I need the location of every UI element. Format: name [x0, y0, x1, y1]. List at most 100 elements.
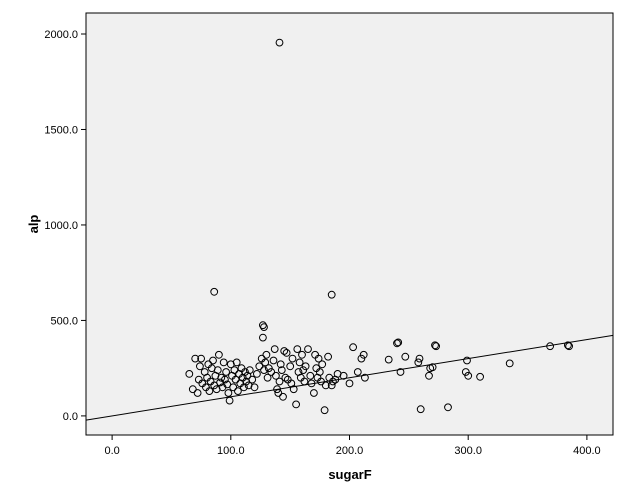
data-point: [261, 358, 270, 367]
data-point: [241, 368, 249, 376]
reference-line: [85, 334, 614, 421]
data-point: [272, 371, 280, 380]
plot-area: [85, 12, 614, 436]
data-point: [191, 354, 200, 363]
data-point: [245, 366, 254, 375]
y-tick-label: 0.0: [63, 411, 78, 423]
data-point: [425, 371, 433, 380]
y-tick-label: 500.0: [50, 315, 78, 327]
data-point: [264, 364, 273, 373]
data-point: [259, 333, 267, 342]
data-point: [505, 359, 514, 368]
data-point: [432, 342, 441, 351]
data-point: [327, 290, 336, 299]
data-point: [306, 371, 315, 380]
data-point: [225, 396, 234, 405]
data-point: [431, 341, 439, 350]
data-point: [221, 375, 229, 384]
data-point: [253, 370, 261, 378]
data-point: [276, 360, 285, 369]
data-point: [329, 377, 337, 386]
data-point: [546, 342, 554, 351]
data-point: [300, 377, 309, 386]
y-tick-label: 2000.0: [44, 29, 78, 41]
data-point: [396, 368, 405, 376]
data-point: [269, 356, 278, 365]
data-point: [299, 366, 308, 375]
data-point: [260, 366, 268, 375]
data-point: [213, 366, 222, 375]
data-point: [321, 381, 330, 390]
data-point: [286, 362, 295, 371]
data-point: [288, 354, 297, 363]
x-tick-label: 400.0: [573, 445, 601, 457]
data-point: [394, 338, 403, 347]
data-point: [464, 371, 473, 380]
data-point: [289, 385, 298, 394]
data-point: [229, 383, 238, 392]
x-axis-title: sugarF: [328, 467, 371, 482]
data-point: [292, 400, 301, 409]
data-point: [565, 342, 573, 351]
data-point: [349, 343, 358, 352]
data-point: [384, 355, 393, 364]
data-point: [415, 354, 424, 363]
x-tick-label: 200.0: [336, 445, 364, 457]
data-point: [324, 352, 333, 361]
data-point: [310, 389, 318, 397]
x-tick-label: 300.0: [454, 445, 482, 457]
data-point: [307, 379, 316, 388]
data-point: [463, 356, 471, 365]
data-point: [293, 345, 302, 354]
data-point: [444, 403, 452, 412]
data-point: [353, 368, 362, 376]
data-point: [219, 358, 228, 367]
data-point: [282, 349, 291, 357]
data-point: [345, 379, 354, 388]
data-point: [279, 392, 287, 401]
data-point: [564, 341, 572, 350]
data-point: [361, 373, 369, 382]
data-point: [301, 362, 310, 371]
data-point: [267, 368, 276, 376]
data-point: [281, 373, 290, 382]
data-point: [277, 366, 286, 375]
data-point: [295, 358, 304, 367]
data-point: [263, 373, 272, 382]
data-point: [357, 354, 366, 363]
data-point: [248, 375, 257, 384]
data-point: [401, 352, 410, 361]
data-point: [320, 406, 329, 415]
x-tick-label: 0.0: [104, 445, 119, 457]
data-point: [270, 345, 279, 354]
data-point: [232, 358, 241, 367]
data-point: [250, 383, 259, 392]
data-point: [476, 372, 485, 381]
data-point: [339, 371, 348, 380]
data-point: [359, 350, 368, 359]
data-point: [304, 345, 312, 354]
data-point: [185, 370, 194, 378]
x-tick-label: 100.0: [217, 445, 245, 457]
data-point: [275, 38, 284, 47]
data-point: [275, 377, 284, 386]
data-point: [461, 368, 470, 376]
data-point: [318, 360, 327, 369]
data-point: [210, 287, 219, 296]
data-point: [188, 385, 197, 394]
data-point: [273, 385, 282, 394]
data-point: [315, 368, 324, 376]
data-point: [196, 362, 204, 371]
data-point: [230, 366, 239, 375]
y-tick-label: 1500.0: [44, 124, 78, 136]
y-tick-label: 1000.0: [44, 220, 78, 232]
data-point: [317, 377, 325, 386]
data-point: [314, 354, 323, 363]
data-point: [414, 358, 423, 367]
data-point: [274, 389, 283, 397]
data-point: [259, 321, 267, 330]
data-point: [209, 356, 217, 365]
data-point: [262, 350, 271, 359]
